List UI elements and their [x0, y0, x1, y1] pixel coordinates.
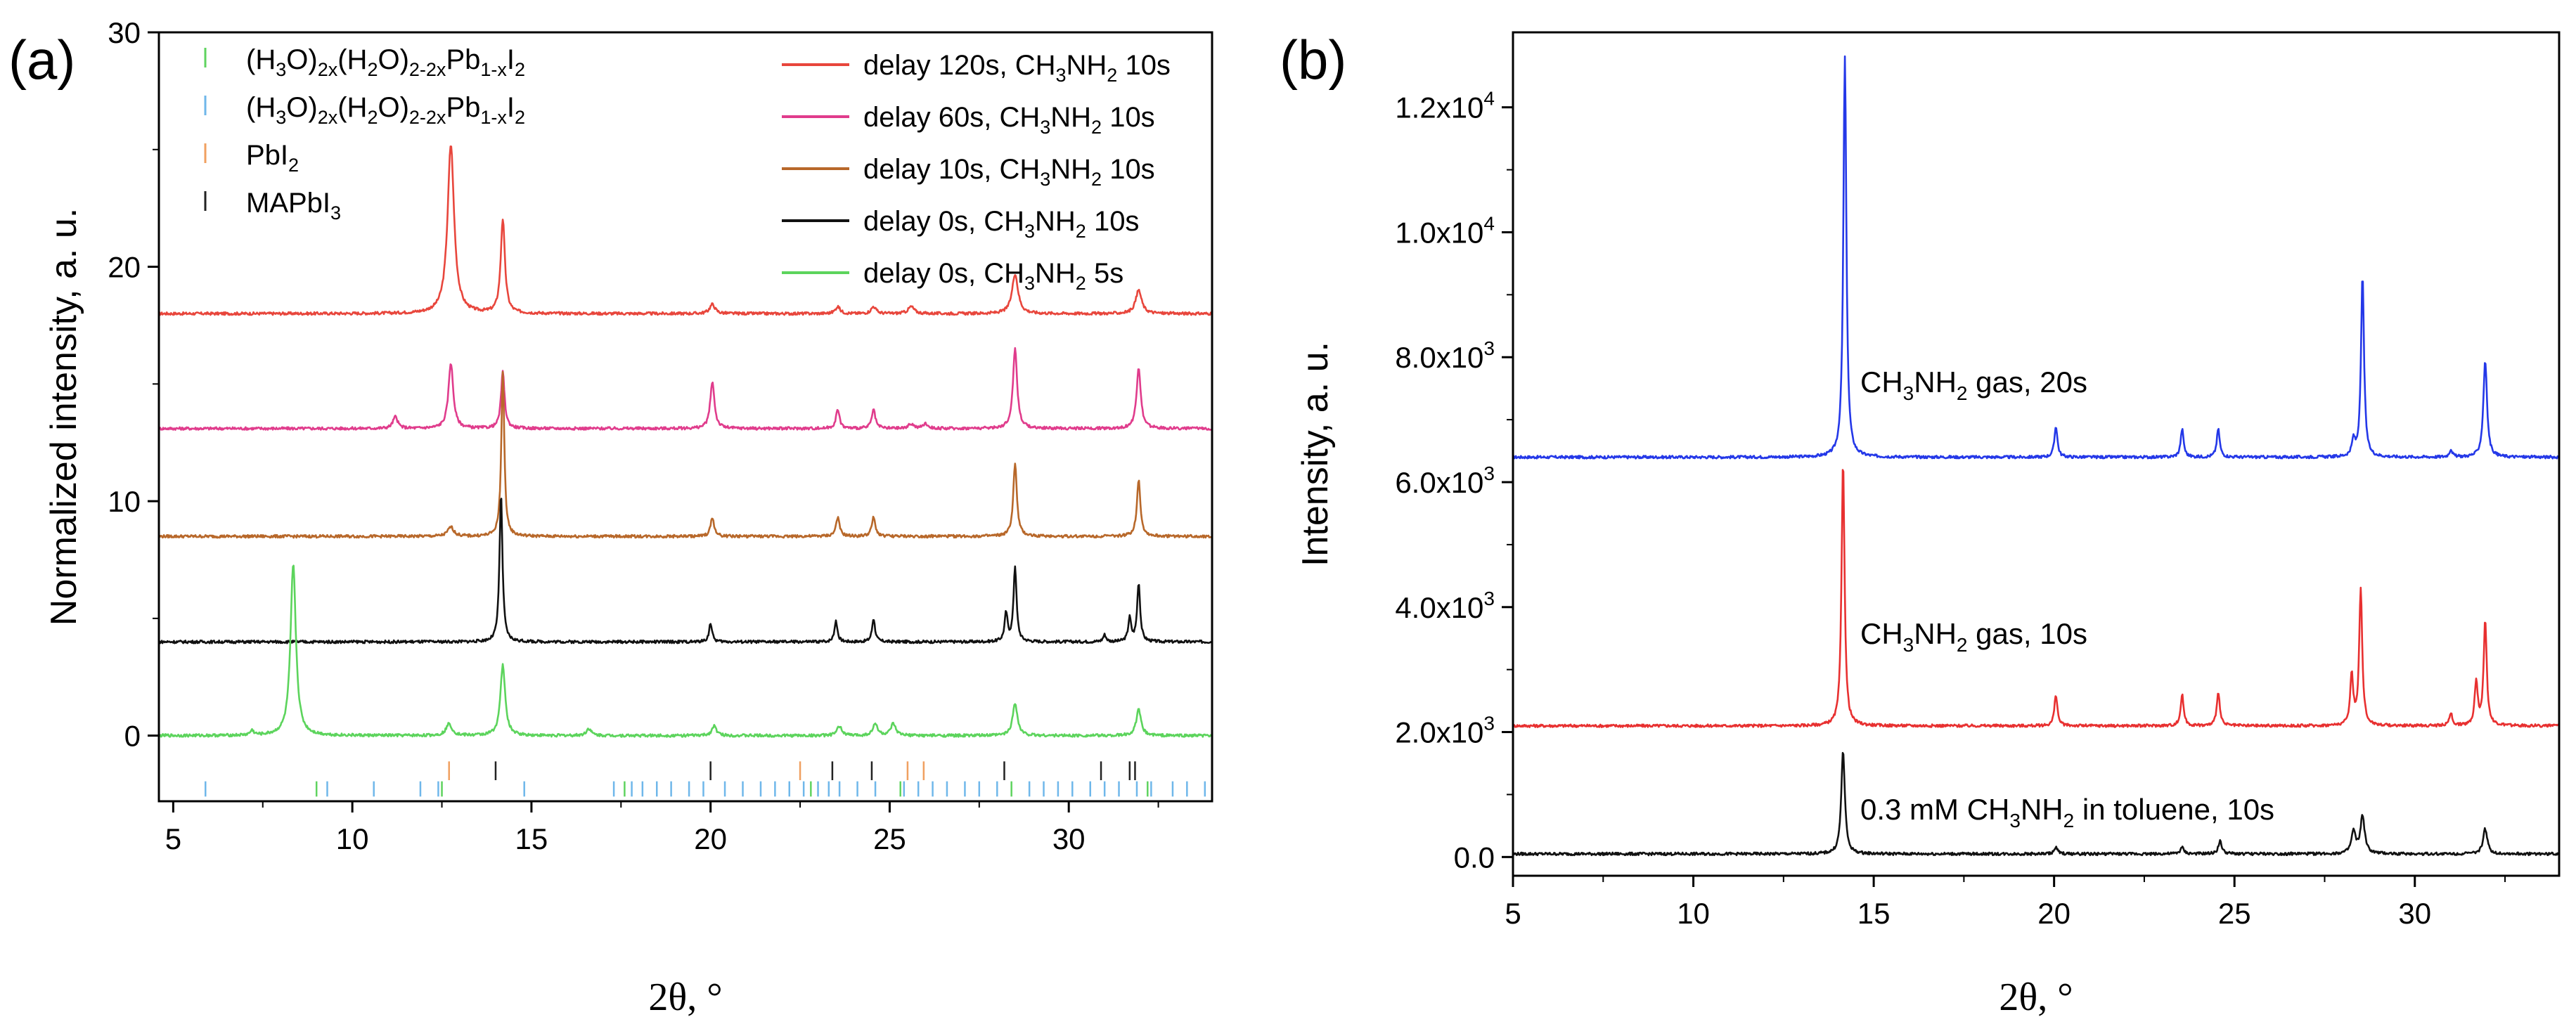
panel-b-x-axis-label: 2θ, ° — [1999, 976, 2073, 1019]
panel-a-reference-ticks — [204, 761, 1206, 797]
panel-b-x-tick-label: 15 — [1857, 897, 1891, 930]
panel-a-series-delay-60s-ch3nh2-10s — [157, 347, 1213, 431]
panel-a-y-tick-label: 10 — [108, 485, 141, 518]
ref-legend-text-hydrate-blue: (H3O)2x(H2O)2-2xPb1-xI2 — [246, 92, 525, 128]
panel-b-y-tick-label: 0.0 — [1454, 841, 1495, 874]
legend-text-delay-60s: delay 60s, CH3NH2 10s — [863, 102, 1155, 138]
legend-text-delay-0s-10s: delay 0s, CH3NH2 10s — [863, 206, 1139, 242]
panel-a-x-tick-label: 10 — [336, 822, 369, 855]
panel-b-x-tick-label: 30 — [2398, 897, 2431, 930]
panel-b-x-tick-label: 20 — [2037, 897, 2071, 930]
panel-a-x-axis-label: 2θ, ° — [648, 976, 722, 1019]
panel-a: (a) 5 10 15 20 25 30 0 10 20 30 Normalized intens… — [8, 16, 1213, 1019]
annotation-toluene-10s: 0.3 mM CH3NH2 in toluene, 10s — [1860, 793, 2274, 831]
panel-a-series-delay-0s-ch3nh2-5s — [158, 564, 1213, 738]
panel-a-x-tick-label: 20 — [694, 822, 727, 855]
panel-a-x-tick-label: 30 — [1052, 822, 1086, 855]
panel-a-label: (a) — [8, 29, 75, 91]
panel-b-x-tick-label: 25 — [2218, 897, 2251, 930]
panel-b-y-tick-label: 4.0x103 — [1395, 588, 1495, 624]
legend-text-delay-10s: delay 10s, CH3NH2 10s — [863, 154, 1155, 190]
panel-a-y-tick-label: 30 — [108, 16, 141, 49]
legend-text-delay-0s-5s: delay 0s, CH3NH2 5s — [863, 258, 1123, 294]
ref-legend-text-mapbi3: MAPbI3 — [246, 188, 341, 224]
panel-a-series-legend: delay 120s, CH3NH2 10s delay 60s, CH3NH2… — [782, 50, 1171, 294]
annotation-gas-10s: CH3NH2 gas, 10s — [1860, 617, 2087, 656]
panel-a-x-tick-label: 25 — [873, 822, 906, 855]
panel-b-y-tick-label: 1.0x104 — [1395, 212, 1495, 249]
panel-b-series-ch3nh2-gas-10s — [1512, 469, 2561, 728]
panel-a-plot-frame — [157, 31, 1213, 803]
panel-b-series-0-3-mm-ch3nh2-in-toluene-10s — [1512, 751, 2560, 857]
panel-b-y-tick-label: 2.0x103 — [1395, 713, 1495, 749]
panel-b-x-tick-label: 10 — [1677, 897, 1710, 930]
panel-a-series-delay-0s-ch3nh2-10s — [158, 498, 1213, 645]
panel-a-y-axis-label: Normalized intensity, a. u. — [44, 208, 84, 626]
panel-a-x-tick-label: 5 — [165, 822, 181, 855]
panel-b-series-ch3nh2-gas-20s — [1512, 55, 2560, 460]
ref-legend-text-pbi2: PbI2 — [246, 140, 299, 176]
panel-b-x-tick-label: 5 — [1505, 897, 1521, 930]
annotation-gas-20s: CH3NH2 gas, 20s — [1860, 365, 2087, 404]
panel-b: (b) 5 10 15 20 25 30 0.0 2.0x103 4.0x103 6.0x103 8… — [1280, 29, 2561, 1019]
panel-a-series-delay-10s-ch3nh2-10s — [157, 370, 1213, 539]
legend-text-delay-120s: delay 120s, CH3NH2 10s — [863, 50, 1171, 86]
panel-a-x-tick-label: 15 — [515, 822, 548, 855]
panel-a-axes: 5 10 15 20 25 30 0 10 20 30 — [108, 16, 1159, 855]
panel-b-plot-frame — [1512, 31, 2561, 877]
panel-b-y-tick-label: 8.0x103 — [1395, 337, 1495, 374]
panel-b-y-tick-label: 1.2x104 — [1395, 88, 1495, 124]
panel-b-label: (b) — [1280, 29, 1346, 91]
panel-b-axes: 5 10 15 20 25 30 0.0 2.0x103 4.0x103 6.0x103 8.0x1… — [1395, 88, 2506, 930]
panel-b-y-tick-label: 6.0x103 — [1395, 462, 1495, 499]
panel-a-series-delay-120s-ch3nh2-10s — [158, 145, 1213, 316]
panel-a-y-tick-label: 20 — [108, 251, 141, 284]
panel-b-y-axis-label: Intensity, a. u. — [1295, 342, 1336, 566]
panel-a-reference-legend: (H3O)2x(H2O)2-2xPb1-xI2 (H3O)2x(H2O)2-2x… — [204, 44, 525, 224]
panel-a-series-group — [157, 145, 1213, 738]
panel-a-y-tick-label: 0 — [124, 720, 141, 753]
ref-legend-text-hydrate-green: (H3O)2x(H2O)2-2xPb1-xI2 — [246, 44, 525, 80]
panel-b-series-group — [1512, 55, 2561, 857]
